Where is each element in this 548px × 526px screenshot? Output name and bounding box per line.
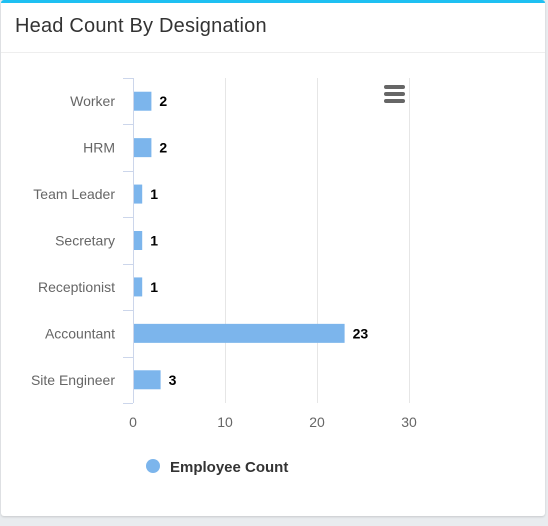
bar (134, 184, 143, 204)
card-header: Head Count By Designation (1, 3, 545, 53)
card-title: Head Count By Designation (15, 15, 267, 37)
chart-card: Head Count By Designation (1, 0, 545, 516)
category-label: HRM (83, 140, 115, 156)
category-label: Worker (70, 93, 115, 109)
value-tick-label: 10 (217, 414, 233, 430)
data-label: 1 (150, 279, 158, 295)
category-label: Secretary (55, 233, 115, 249)
data-label: 2 (159, 140, 167, 156)
data-label: 1 (150, 233, 158, 249)
legend-marker (146, 459, 160, 473)
value-tick-label: 0 (129, 414, 137, 430)
bar (134, 91, 152, 111)
bar (134, 277, 143, 297)
data-label: 3 (169, 372, 177, 388)
bar (134, 323, 345, 343)
bar (134, 138, 152, 158)
category-label: Receptionist (38, 279, 115, 295)
category-label: Site Engineer (31, 372, 115, 388)
hamburger-menu-icon[interactable] (384, 85, 406, 103)
data-label: 2 (159, 93, 167, 109)
value-tick-label: 20 (309, 414, 325, 430)
data-label: 23 (353, 325, 369, 341)
category-label: Accountant (45, 325, 115, 341)
category-label: Team Leader (33, 186, 115, 202)
value-tick-label: 30 (401, 414, 417, 430)
bar (134, 231, 143, 250)
legend-label: Employee Count (170, 459, 288, 476)
bar (134, 370, 161, 390)
data-label: 1 (150, 186, 158, 202)
